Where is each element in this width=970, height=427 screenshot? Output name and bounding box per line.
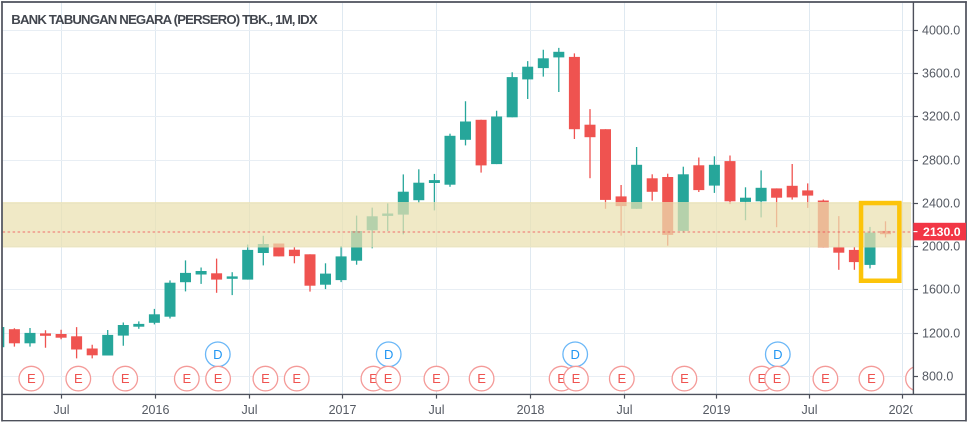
svg-text:E: E xyxy=(384,371,393,386)
svg-text:E: E xyxy=(27,371,36,386)
svg-text:Jul: Jul xyxy=(54,403,70,417)
svg-text:2020: 2020 xyxy=(889,403,917,417)
svg-text:2400.0: 2400.0 xyxy=(922,197,960,211)
svg-text:3200.0: 3200.0 xyxy=(922,110,960,124)
svg-text:2018: 2018 xyxy=(517,403,545,417)
svg-text:D: D xyxy=(571,347,580,362)
svg-text:E: E xyxy=(773,371,782,386)
svg-text:D: D xyxy=(213,347,222,362)
svg-text:Jul: Jul xyxy=(617,403,633,417)
svg-text:Jul: Jul xyxy=(242,403,258,417)
svg-text:E: E xyxy=(292,371,301,386)
svg-text:2019: 2019 xyxy=(703,403,731,417)
svg-text:E: E xyxy=(121,371,130,386)
svg-text:4000.0: 4000.0 xyxy=(922,24,960,38)
svg-text:2016: 2016 xyxy=(142,403,170,417)
svg-text:2000.0: 2000.0 xyxy=(922,240,960,254)
svg-text:2800.0: 2800.0 xyxy=(922,154,960,168)
svg-text:E: E xyxy=(261,371,270,386)
svg-text:E: E xyxy=(214,371,223,386)
svg-text:E: E xyxy=(867,371,876,386)
svg-text:E: E xyxy=(572,371,581,386)
svg-text:Jul: Jul xyxy=(429,403,445,417)
svg-text:2130.0: 2130.0 xyxy=(923,225,961,239)
svg-text:E: E xyxy=(680,371,689,386)
svg-text:E: E xyxy=(557,371,566,386)
svg-text:Jul: Jul xyxy=(802,403,818,417)
svg-text:E: E xyxy=(477,371,486,386)
svg-text:E: E xyxy=(432,371,441,386)
svg-text:E: E xyxy=(182,371,191,386)
svg-text:E: E xyxy=(369,371,378,386)
svg-text:BANK TABUNGAN NEGARA (PERSERO): BANK TABUNGAN NEGARA (PERSERO) TBK., 1M,… xyxy=(11,12,318,27)
svg-text:E: E xyxy=(617,371,626,386)
svg-text:800.0: 800.0 xyxy=(922,370,953,384)
svg-text:E: E xyxy=(757,371,766,386)
svg-text:E: E xyxy=(821,371,830,386)
svg-text:1200.0: 1200.0 xyxy=(922,327,960,341)
svg-text:D: D xyxy=(773,347,782,362)
svg-text:3600.0: 3600.0 xyxy=(922,67,960,81)
svg-text:1600.0: 1600.0 xyxy=(922,283,960,297)
svg-text:E: E xyxy=(74,371,83,386)
svg-text:2017: 2017 xyxy=(329,403,357,417)
svg-text:D: D xyxy=(384,347,393,362)
